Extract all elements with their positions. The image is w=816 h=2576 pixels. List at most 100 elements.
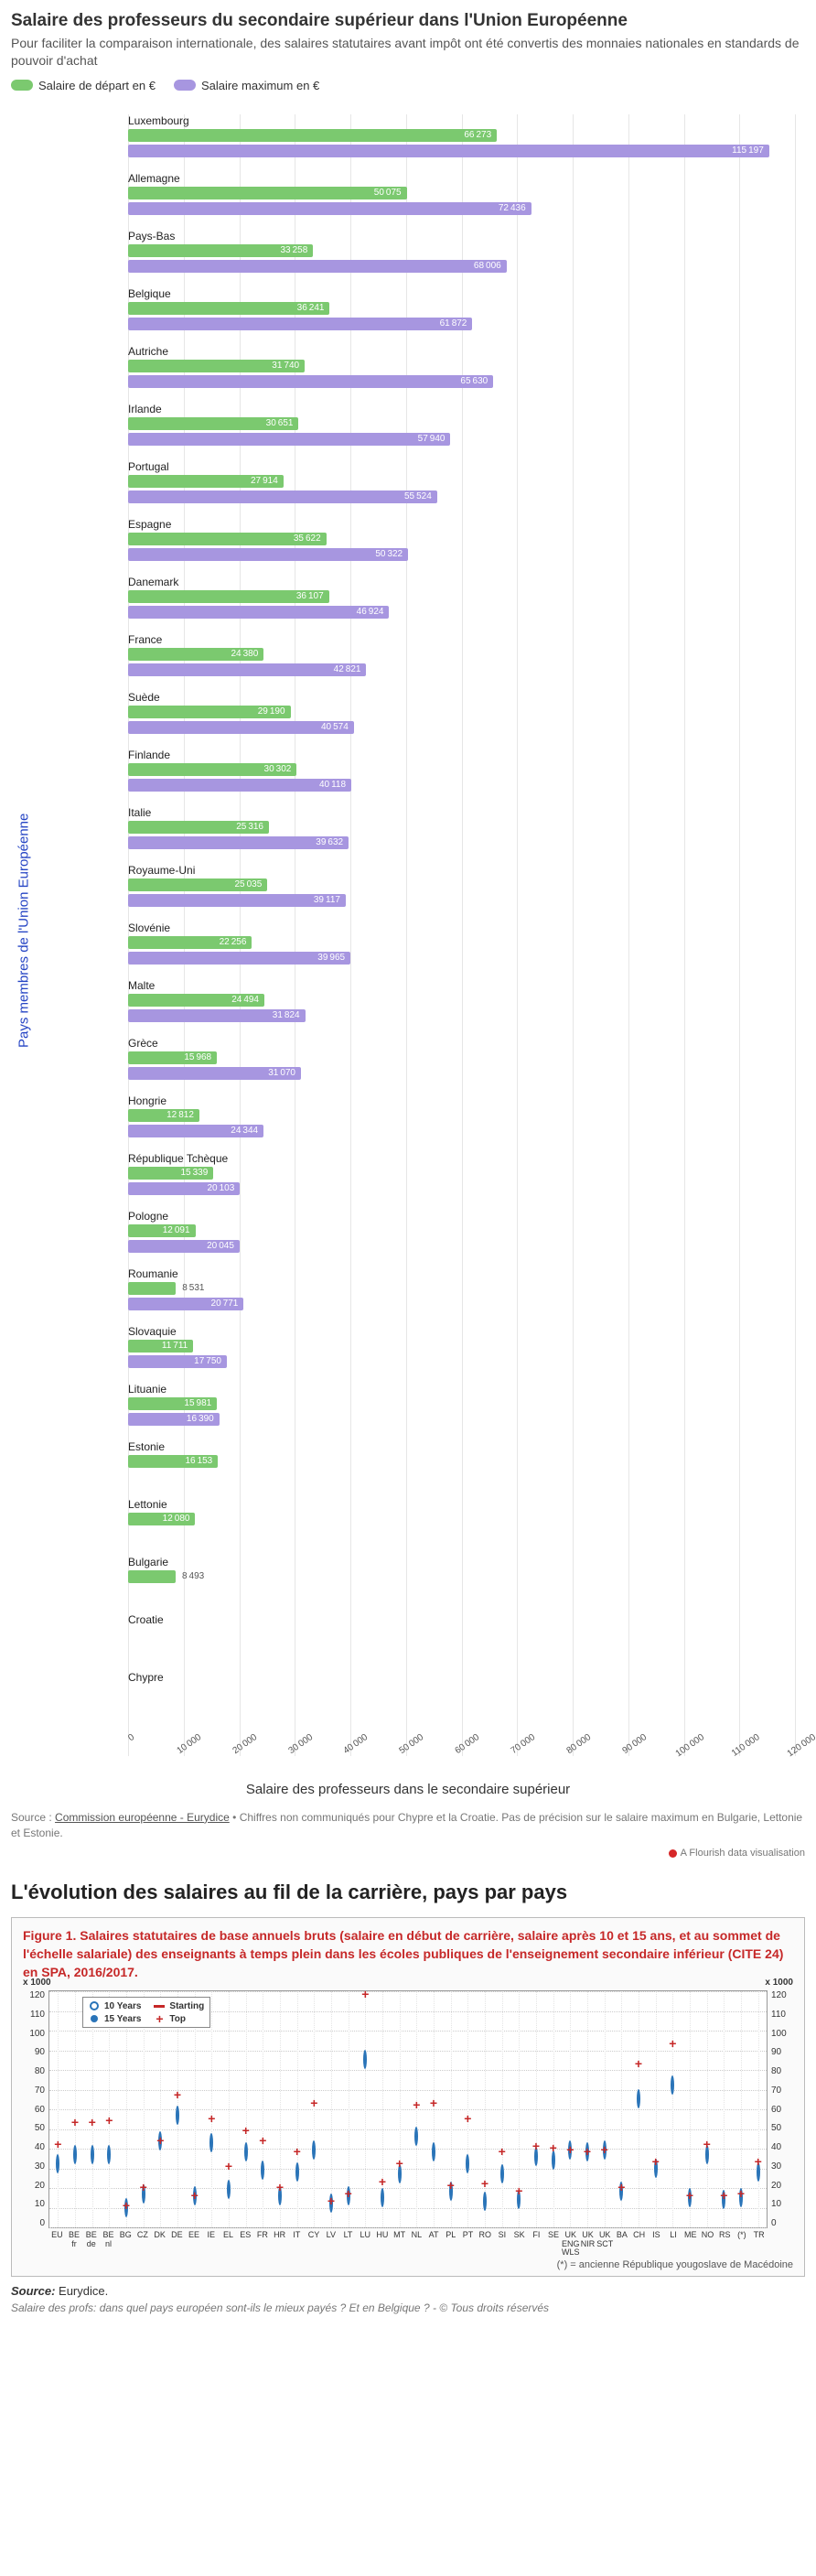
bar-max[interactable]: 40 118 [128, 779, 351, 792]
marker-top: + [464, 2111, 471, 2128]
scatter-x-tick: LT [344, 2231, 353, 2239]
scatter-x-tick: BEfr [69, 2231, 80, 2248]
marker-top: + [515, 2183, 522, 2200]
country-label: Estonie [128, 1440, 796, 1453]
scatter-x-tick: UKSCT [596, 2231, 613, 2248]
bar-start[interactable]: 8 531 [128, 1282, 209, 1295]
bar-max[interactable]: 20 103 [128, 1182, 240, 1195]
bar-start[interactable]: 25 035 [128, 878, 267, 891]
marker-top: + [379, 2174, 386, 2191]
bar-start[interactable]: 29 190 [128, 706, 291, 718]
scatter-legend-item: +Top [154, 2013, 204, 2024]
bar-max[interactable]: 20 771 [128, 1298, 243, 1310]
bar-start[interactable]: 31 740 [128, 360, 305, 372]
marker-10years [176, 2107, 179, 2124]
bar-start[interactable]: 35 622 [128, 533, 327, 545]
marker-10years [312, 2142, 316, 2159]
marker-10years [381, 2190, 384, 2206]
bar-start[interactable]: 12 091 [128, 1224, 196, 1237]
bar-start[interactable]: 8 493 [128, 1570, 209, 1583]
bar-max[interactable]: 39 632 [128, 836, 349, 849]
bar-max[interactable]: 50 322 [128, 548, 408, 561]
figure-source: Source: Eurydice. [11, 2284, 805, 2298]
bar-max[interactable]: 24 344 [128, 1125, 263, 1137]
marker-top: + [345, 2186, 352, 2203]
bar-start[interactable]: 24 494 [128, 994, 264, 1007]
chart-legend: Salaire de départ en €Salaire maximum en… [11, 79, 805, 92]
country-label: Chypre [128, 1671, 796, 1684]
bar-start[interactable]: 15 968 [128, 1051, 217, 1064]
bar-start[interactable]: 12 812 [128, 1109, 199, 1122]
scatter-x-tick: CZ [137, 2231, 148, 2239]
bar-row: Slovénie22 25639 965 [46, 922, 796, 965]
marker-top: + [635, 2056, 642, 2073]
bar-chart: Pays membres de l'Union Européenne Luxem… [11, 105, 805, 1756]
figure-box: Figure 1. Salaires statutaires de base a… [11, 1917, 805, 2277]
bar-start[interactable]: 11 711 [128, 1340, 193, 1353]
bar-max[interactable]: 17 750 [128, 1355, 227, 1368]
marker-10years [56, 2156, 59, 2172]
bar-row: Bulgarie8 493 [46, 1556, 796, 1599]
marker-10years [671, 2077, 674, 2094]
bar-max[interactable]: 57 940 [128, 433, 450, 446]
bar-start[interactable]: 16 153 [128, 1455, 218, 1468]
scatter-x-tick: BA [617, 2231, 628, 2239]
bar-start[interactable]: 15 339 [128, 1167, 213, 1180]
scatter-x-tick: PL [446, 2231, 456, 2239]
bar-max[interactable]: 61 872 [128, 318, 472, 330]
bar-max[interactable]: 55 524 [128, 490, 437, 503]
country-label: Portugal [128, 460, 796, 473]
marker-top: + [413, 2097, 420, 2114]
country-label: Irlande [128, 403, 796, 415]
bar-max[interactable]: 31 824 [128, 1009, 306, 1022]
bar-start[interactable]: 12 080 [128, 1513, 195, 1525]
bar-start[interactable]: 24 380 [128, 648, 263, 661]
bar-max[interactable]: 31 070 [128, 1067, 301, 1080]
bar-max[interactable]: 65 630 [128, 375, 493, 388]
bar-start[interactable]: 36 107 [128, 590, 329, 603]
country-label: Pays-Bas [128, 230, 796, 243]
bar-start[interactable]: 66 273 [128, 129, 497, 142]
bar-max[interactable]: 42 821 [128, 663, 366, 676]
source-link[interactable]: Commission européenne - Eurydice [55, 1811, 230, 1824]
bar-max[interactable]: 115 197 [128, 145, 769, 157]
country-label: Belgique [128, 287, 796, 300]
x-tick: 80 000 [564, 1732, 593, 1756]
scatter-x-tick: IS [652, 2231, 660, 2239]
bar-start[interactable]: 33 258 [128, 244, 313, 257]
bar-row: Grèce15 96831 070 [46, 1037, 796, 1080]
bar-max[interactable]: 16 390 [128, 1413, 220, 1426]
bar-start[interactable]: 22 256 [128, 936, 252, 949]
marker-10years [295, 2164, 299, 2181]
x-tick: 50 000 [398, 1732, 426, 1756]
bar-max[interactable]: 39 965 [128, 952, 350, 965]
bar-max[interactable]: 46 924 [128, 606, 389, 619]
scatter-x-tick: (*) [737, 2231, 746, 2239]
scatter-x-tick: SK [514, 2231, 525, 2239]
scatter-x-tick: BEnl [102, 2231, 113, 2248]
country-label: Croatie [128, 1613, 796, 1626]
flourish-credit[interactable]: A Flourish data visualisation [11, 1848, 805, 1859]
scatter-x-tick: BG [120, 2231, 132, 2239]
x-tick: 100 000 [674, 1732, 706, 1759]
bar-start[interactable]: 15 981 [128, 1397, 217, 1410]
bar-start[interactable]: 27 914 [128, 475, 284, 488]
bar-start[interactable]: 30 651 [128, 417, 298, 430]
scatter-x-tick: PT [463, 2231, 474, 2239]
bar-start[interactable]: 36 241 [128, 302, 329, 315]
bar-start[interactable]: 30 302 [128, 763, 296, 776]
legend-item: Salaire maximum en € [174, 79, 319, 92]
x-ticks: EUBEfrBEdeBEnlBGCZDKDEEEIEELESFRHRITCYLV… [48, 2228, 768, 2254]
marker-top: + [737, 2186, 745, 2203]
scatter-x-tick: LV [327, 2231, 336, 2239]
marker-top: + [225, 2159, 232, 2175]
bar-max[interactable]: 68 006 [128, 260, 507, 273]
country-label: Finlande [128, 749, 796, 761]
bar-max[interactable]: 39 117 [128, 894, 346, 907]
bar-max[interactable]: 40 574 [128, 721, 354, 734]
bar-max[interactable]: 72 436 [128, 202, 531, 215]
copyright: Salaire des profs: dans quel pays europé… [11, 2301, 805, 2314]
bar-max[interactable]: 20 045 [128, 1240, 240, 1253]
bar-start[interactable]: 25 316 [128, 821, 269, 834]
bar-start[interactable]: 50 075 [128, 187, 407, 199]
